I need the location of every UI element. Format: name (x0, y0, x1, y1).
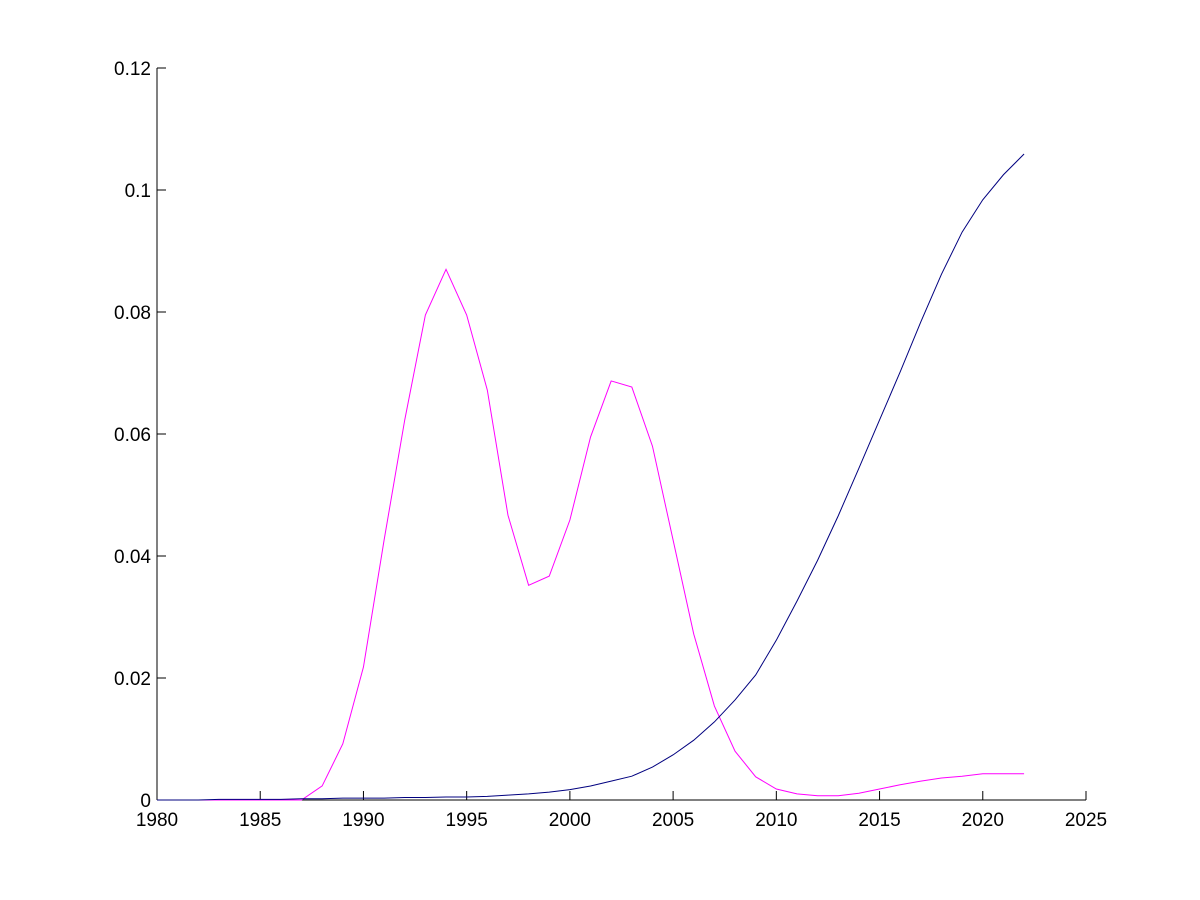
x-tick-label: 2000 (549, 810, 591, 831)
x-tick-label: 1980 (136, 810, 178, 831)
x-tick-label: 2005 (652, 810, 694, 831)
x-tick-label: 1985 (239, 810, 281, 831)
x-tick-label: 2020 (962, 810, 1004, 831)
y-tick-label: 0.04 (114, 547, 151, 568)
y-tick-label: 0.1 (125, 181, 151, 202)
x-tick-label: 2025 (1065, 810, 1107, 831)
y-tick-label: 0.12 (114, 59, 151, 80)
y-tick-label: 0.08 (114, 303, 151, 324)
line-series (157, 268, 1025, 801)
x-tick-label: 2010 (755, 810, 797, 831)
y-tick-label: 0 (140, 791, 151, 812)
line-series (157, 153, 1025, 801)
y-tick-label: 0.06 (114, 425, 151, 446)
x-tick-label: 1990 (342, 810, 384, 831)
y-tick-label: 0.02 (114, 669, 151, 690)
x-tick-label: 1995 (446, 810, 488, 831)
x-tick-label: 2015 (858, 810, 900, 831)
